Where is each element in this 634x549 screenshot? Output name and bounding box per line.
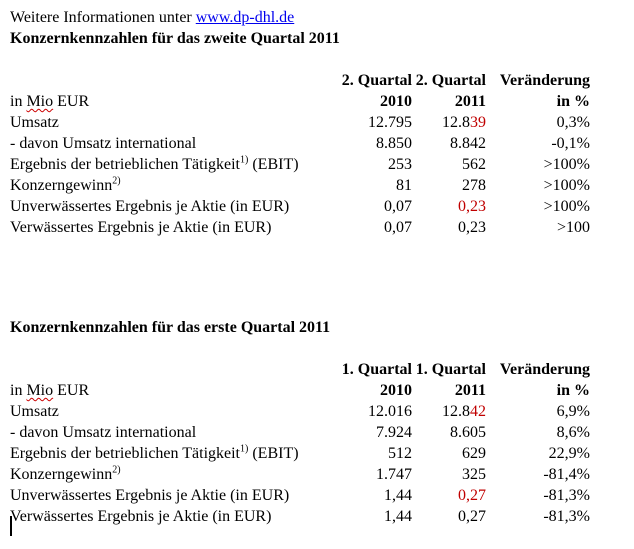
intro-line: Weitere Informationen unter www.dp-dhl.d…	[0, 7, 634, 28]
changed-digits: 0,23	[458, 198, 486, 215]
spellcheck-word: Mio	[26, 93, 54, 110]
table1-unit-row: in Mio EUR 2010 2011 in %	[0, 91, 634, 112]
table2-quarter-header-row: 1. Quartal 1. Quartal Veränderung	[0, 359, 634, 380]
value-2010: 81	[396, 177, 412, 194]
row-label: - davon Umsatz international	[10, 135, 197, 152]
value-2010: 12.795	[368, 114, 412, 131]
row-label: Umsatz	[10, 114, 59, 131]
table-row: Umsatz 12.016 12.842 6,9%	[0, 401, 634, 422]
percent-header: in %	[556, 93, 590, 110]
value-2011: 8.842	[450, 135, 486, 152]
row-label: Konzerngewinn2)	[10, 464, 121, 483]
footnote-marker: 2)	[112, 175, 121, 187]
change-header: Veränderung	[499, 72, 590, 89]
table-row: - davon Umsatz international 7.924 8.605…	[0, 422, 634, 443]
value-2011: 0,27	[458, 485, 486, 506]
year-header-2010: 2010	[380, 93, 412, 110]
value-change: >100%	[543, 177, 590, 194]
value-2011: 629	[462, 445, 486, 462]
table-row: Ergebnis der betrieblichen Tätigkeit1) (…	[0, 443, 634, 464]
value-2011: 562	[462, 156, 486, 173]
table-row: Unverwässertes Ergebnis je Aktie (in EUR…	[0, 485, 634, 506]
spellcheck-word: Mio	[26, 382, 54, 399]
value-change: 8,6%	[556, 424, 590, 441]
table-row: Konzerngewinn2) 1.747 325 -81,4%	[0, 464, 634, 485]
row-label: Verwässertes Ergebnis je Aktie (in EUR)	[10, 219, 272, 236]
row-label: Konzerngewinn2)	[10, 175, 121, 194]
value-2010: 1,44	[384, 487, 412, 504]
text-cursor	[10, 516, 12, 536]
value-2011: 8.605	[450, 424, 486, 441]
changed-digits: 0,27	[458, 487, 486, 504]
value-change: >100	[556, 219, 590, 236]
value-change: >100%	[543, 156, 590, 173]
value-2010: 512	[388, 445, 412, 462]
row-label: Unverwässertes Ergebnis je Aktie (in EUR…	[10, 198, 290, 215]
row-label: Unverwässertes Ergebnis je Aktie (in EUR…	[10, 487, 290, 504]
value-2011: 0,23	[458, 219, 486, 236]
table-row: Umsatz 12.795 12.839 0,3%	[0, 112, 634, 133]
value-2010: 8.850	[376, 135, 412, 152]
quarter-header: 1. Quartal	[341, 361, 412, 378]
year-header-2011: 2011	[454, 382, 486, 399]
value-2010: 7.924	[376, 424, 412, 441]
row-label: Ergebnis der betrieblichen Tätigkeit1) (…	[10, 154, 299, 173]
value-2010: 1.747	[376, 466, 412, 483]
row-label: Ergebnis der betrieblichen Tätigkeit1) (…	[10, 443, 299, 462]
quarter-header: 1. Quartal	[415, 361, 486, 378]
value-change: >100%	[543, 198, 590, 215]
footnote-marker: 1)	[240, 154, 249, 166]
quarter-header: 2. Quartal	[341, 72, 412, 89]
intro-text: Weitere Informationen unter	[10, 9, 196, 26]
value-change: 0,3%	[556, 114, 590, 131]
value-change: 6,9%	[556, 403, 590, 420]
table-row: Ergebnis der betrieblichen Tätigkeit1) (…	[0, 154, 634, 175]
value-2010: 0,07	[384, 198, 412, 215]
value-2011: 12.842	[442, 403, 486, 420]
table-row: Konzerngewinn2) 81 278 >100%	[0, 175, 634, 196]
value-2010: 0,07	[384, 219, 412, 236]
change-header: Veränderung	[499, 361, 590, 378]
unit-label: in Mio EUR	[10, 93, 90, 110]
table-row: Verwässertes Ergebnis je Aktie (in EUR) …	[0, 217, 634, 238]
table2-title: Konzernkennzahlen für das erste Quartal …	[10, 319, 331, 336]
table2-unit-row: in Mio EUR 2010 2011 in %	[0, 380, 634, 401]
table1-quarter-header-row: 2. Quartal 2. Quartal Veränderung	[0, 70, 634, 91]
footnote-marker: 2)	[112, 464, 121, 476]
value-2010: 253	[388, 156, 412, 173]
value-2011: 12.839	[442, 114, 486, 131]
value-change: -0,1%	[551, 135, 590, 152]
value-change: 22,9%	[548, 445, 590, 462]
quarter-header: 2. Quartal	[415, 72, 486, 89]
footnote-marker: 1)	[240, 443, 249, 455]
changed-digits: 39	[470, 114, 486, 131]
year-header-2011: 2011	[454, 93, 486, 110]
value-2011: 325	[462, 466, 486, 483]
value-change: -81,3%	[543, 508, 590, 525]
value-2011: 0,23	[458, 196, 486, 217]
value-2011: 0,27	[458, 508, 486, 525]
value-change: -81,4%	[543, 466, 590, 483]
dp-dhl-link[interactable]: www.dp-dhl.de	[195, 9, 295, 26]
unit-label: in Mio EUR	[10, 382, 90, 399]
year-header-2010: 2010	[380, 382, 412, 399]
changed-digits: 42	[470, 403, 486, 420]
value-change: -81,3%	[543, 487, 590, 504]
table1-title: Konzernkennzahlen für das zweite Quartal…	[10, 30, 340, 47]
table-row: Verwässertes Ergebnis je Aktie (in EUR) …	[0, 506, 634, 527]
row-label: Umsatz	[10, 403, 59, 420]
row-label: Verwässertes Ergebnis je Aktie (in EUR)	[10, 508, 272, 525]
value-2010: 1,44	[384, 508, 412, 525]
value-2010: 12.016	[368, 403, 412, 420]
value-2011: 278	[462, 177, 486, 194]
table-row: - davon Umsatz international 8.850 8.842…	[0, 133, 634, 154]
percent-header: in %	[556, 382, 590, 399]
table-row: Unverwässertes Ergebnis je Aktie (in EUR…	[0, 196, 634, 217]
row-label: - davon Umsatz international	[10, 424, 197, 441]
